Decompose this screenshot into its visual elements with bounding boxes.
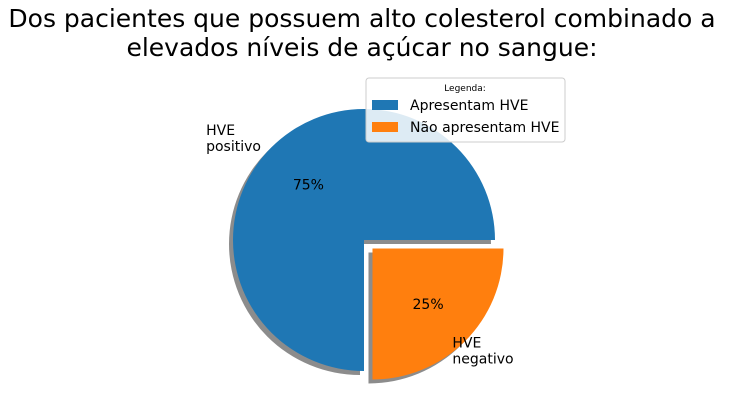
pie-slice-hve-negativo	[372, 248, 504, 380]
pie-slice-hve-positivo	[233, 109, 495, 371]
legend: Legenda: Apresentam HVE Não apresentam H…	[365, 77, 566, 143]
legend-swatch-nao-apresentam-hve	[372, 122, 398, 132]
slice-label-hve-positivo: HVE positivo	[206, 123, 261, 155]
legend-title: Legenda:	[444, 84, 486, 94]
legend-entry-apresentam-hve: Apresentam HVE	[410, 98, 528, 114]
legend-frame	[365, 77, 566, 143]
slice-percent-hve-negativo: 25%	[413, 297, 444, 313]
legend-entry-nao-apresentam-hve: Não apresentam HVE	[410, 120, 559, 136]
slice-label-hve-negativo: HVE negativo	[452, 335, 513, 367]
pie-slices	[233, 109, 504, 380]
pie-labels: HVE positivo 75% HVE negativo 25%	[206, 123, 513, 367]
slice-percent-hve-positivo: 75%	[293, 177, 324, 193]
chart-title-line-1: Dos pacientes que possuem alto colestero…	[8, 4, 715, 33]
chart-title-line-2: elevados níveis de açúcar no sangue:	[126, 33, 597, 62]
chart-title: Dos pacientes que possuem alto colestero…	[8, 4, 715, 62]
legend-swatch-apresentam-hve	[372, 100, 398, 110]
